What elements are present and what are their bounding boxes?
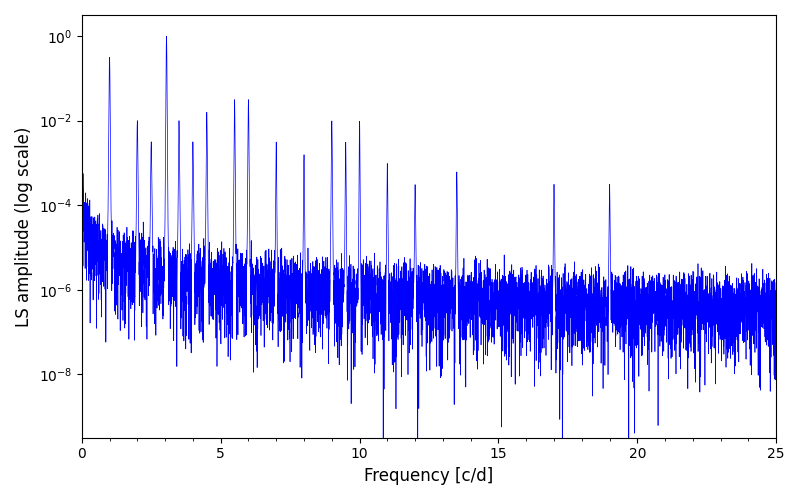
Y-axis label: LS amplitude (log scale): LS amplitude (log scale) <box>15 126 33 326</box>
X-axis label: Frequency [c/d]: Frequency [c/d] <box>364 467 494 485</box>
